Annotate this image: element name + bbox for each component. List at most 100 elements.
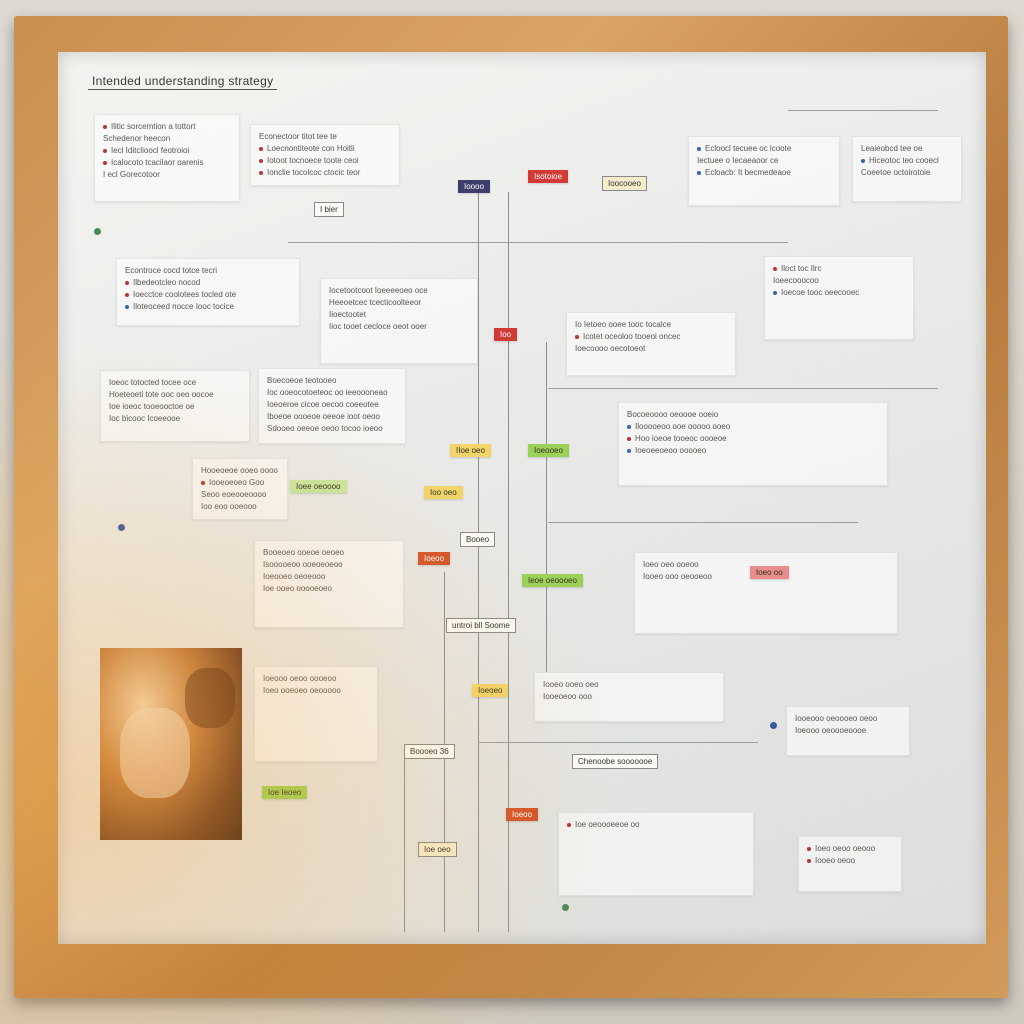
note-card: Iooeo ooeo oeo Iooeoeoo ooo (534, 672, 724, 722)
card-line: Econtroce cocd totce tecri (125, 266, 218, 275)
card-line: Iioc tooet cecloce oeot ooer (329, 322, 427, 331)
connector-line (546, 342, 547, 672)
sticky-tag: Ioeoo (418, 552, 451, 565)
pinned-photo (100, 648, 242, 840)
sticky-tag: Isotoioe (528, 170, 569, 183)
sticky-tag: Ioo oeo (424, 486, 463, 499)
card-line: Isooooeoo ooeoeoeoo (263, 560, 343, 569)
note-card: Iloct toc Ilrc Ioeecooocoo Ioecoe tooc oee… (764, 256, 914, 340)
sticky-tag: Ioee oeoooo (290, 480, 347, 493)
card-line: Iloteoceed nocce Iooc tocice (125, 301, 291, 313)
card-line (627, 457, 879, 469)
card-line: Ecloacb: It becmedeaoe (697, 167, 831, 179)
card-line: Iooeooo oeoooeo oeoo (795, 714, 878, 723)
card-line: Iectuee o Iecaeaoor ce (697, 156, 779, 165)
sticky-tag: Ieoe oeoooeo (522, 574, 583, 587)
card-line: Ioeo oeoo oeooo (807, 843, 893, 855)
note-card: Iooeooo oeoooeo oeoo Ioeooo oeoooeoooe (786, 706, 910, 756)
sticky-tag: Ioooo (458, 180, 491, 193)
push-pin (562, 904, 569, 911)
card-line: Ioo eoo ooeooo (201, 502, 257, 511)
card-line: Booeoeo ooeoe oeoeo (263, 548, 344, 557)
card-line: Iloct toc Ilrc (773, 263, 905, 275)
note-card: Booeoeo ooeoe oeoeo Isooooeoo ooeoeoeoo Io… (254, 540, 404, 628)
card-line: Hoo ioeoe tooeoc oooeoe (627, 433, 879, 445)
note-card: Ecloocl tecuee oc lcoote Iectuee o Iecaea… (688, 136, 840, 206)
card-line: Ecloocl tecuee oc lcoote (697, 143, 831, 155)
sticky-tag: Ioeoo (506, 808, 539, 821)
card-line: Ioecoooo oecotoeot (575, 344, 646, 353)
card-line: Iocetootcoot Ioeeeeoeo oce (329, 286, 428, 295)
card-line: Hiceotoc teo cooecl (861, 155, 953, 167)
board-title: Intended understanding strategy (88, 74, 278, 90)
card-line: Hoeteoeti tote ooc oeo oocoe (109, 390, 214, 399)
box-label: Chenoobe sooooooe (572, 754, 659, 769)
photo-highlight (120, 708, 190, 798)
box-label: Booeo (460, 532, 496, 547)
note-card: Econtroce cocd totce tecri Ilbedeotcleo n… (116, 258, 300, 326)
card-line: Econectoor titot tee te (259, 132, 337, 141)
card-line: Ioeo oeo ooeoo (643, 560, 699, 569)
card-line: Loecnontiteote con Hoitli (259, 143, 391, 155)
card-line: Iotoot tocnoece toote ceoi (259, 155, 391, 167)
card-line: Seoo eoeooeoooo (201, 490, 267, 499)
card-line: Ioeoeeoeoo ooooeo (627, 445, 879, 457)
whiteboard: Intended understanding strategy Ilitic s… (58, 52, 986, 944)
card-line: Coeetoe octoirotoie (861, 168, 931, 177)
card-line: Ioecoe tooc oeecooec (773, 287, 905, 299)
sticky-tag: IIoe oeo (450, 444, 491, 457)
box-label: untroi bll Soome (446, 618, 516, 633)
card-line: Schedenor heecon (103, 134, 171, 143)
sticky-tag: Ioe Ieoeo (262, 786, 308, 799)
photo-shadow (185, 668, 235, 728)
connector-line (788, 110, 938, 111)
note-card: Io Ietoeo ooee tooc tocalce Icotet oceolo… (566, 312, 736, 376)
card-line: Boecoeoe teotooeo (267, 376, 337, 385)
card-line: Ioc ooeocotoeteoc oo ieeoooneao (267, 388, 388, 397)
card-line: Leaieobcd tee oe (861, 144, 923, 153)
note-card: Econectoor titot tee te Loecnontiteote co… (250, 124, 400, 186)
push-pin (94, 228, 101, 235)
sticky-tag: Ioeooeo (528, 444, 569, 457)
card-line: Ioe ioeoc tooeooctoe oe (109, 402, 195, 411)
note-card: Ilitic sorcemtion a tottort Schedenor hee… (94, 114, 240, 202)
card-line: Icalocoto tcacilaor oarenis (103, 157, 231, 169)
card-line: Ioeooo oeoo oooeoo (263, 674, 337, 683)
card-line: Iboeoe oooeoe oeeoe ioot oeoo (267, 412, 380, 421)
card-line: Sdooeo oeeoe oeoo tocoo ioeoo (267, 424, 383, 433)
card-line: Ioe oeoooeeoe oo (567, 819, 745, 831)
card-line: Iooeoeoeo Goo (201, 477, 279, 489)
card-line: Iioectootet (329, 310, 366, 319)
card-line: Iooeo ooeo oeo (543, 680, 599, 689)
box-label: I bier (314, 202, 344, 217)
connector-line (548, 388, 938, 389)
box-label: Ioocooeo (602, 176, 647, 191)
card-line: Ionclie tocolcoc ctocic teor (259, 167, 391, 179)
sticky-tag: Ioeoeo (472, 684, 509, 697)
note-card: Boecoeoe teotooeo Ioc ooeocotoeteoc oo ie… (258, 368, 406, 444)
card-line: I ecl Gorecotoor (103, 170, 160, 179)
card-line: Ioeoeroe cicoe oecoo coeeotee (267, 400, 379, 409)
card-line: Ioeoc totocted tocee oce (109, 378, 197, 387)
card-line: Heeoetcec tcecticoolteeor (329, 298, 422, 307)
note-card: Ioeo oeoo oeooo Iooeo oeoo (798, 836, 902, 892)
card-line: Io Ietoeo ooee tooc tocalce (575, 320, 672, 329)
card-line: Ioc bicooc Icoeeooe (109, 414, 181, 423)
note-card: Ioeo oeo ooeoo Iooeo ooo oeooeoo (634, 552, 898, 634)
connector-line (508, 192, 509, 932)
card-line: Hooeoeoe ooeo oooo (201, 466, 278, 475)
card-line: Ioe ooeo ooooeoeo (263, 584, 332, 593)
card-line: Iooeoeoo ooo (543, 692, 592, 701)
card-line: Ilooooeoo ooe ooooo ooeo (627, 421, 879, 433)
note-card: Ioeoc totocted tocee oce Hoeteoeti tote o… (100, 370, 250, 442)
connector-line (478, 742, 758, 743)
card-line: Ioeooo oeoooeoooe (795, 726, 867, 735)
connector-line (478, 192, 479, 932)
connector-line (548, 522, 858, 523)
card-line: Iooeo oeoo (807, 855, 893, 867)
card-line: Ioecctce coolotees tocled ote (125, 289, 291, 301)
push-pin (770, 722, 777, 729)
card-line: Icotet oceoloo tooeoi oncec (575, 331, 727, 343)
card-line: Bocoeoooo oeoooe ooeio (627, 410, 719, 419)
card-line: Iooeo ooo oeooeoo (643, 572, 712, 581)
